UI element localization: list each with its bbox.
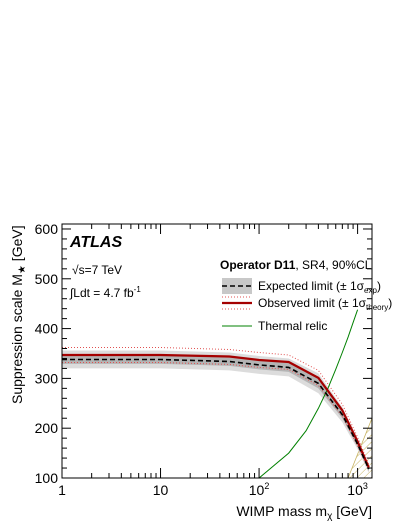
x-tick-label: 103 bbox=[347, 481, 368, 498]
atlas-label: ATLAS bbox=[69, 234, 122, 251]
operator-label: Operator D11, SR4, 90%CL bbox=[220, 258, 372, 272]
x-axis-title-sub: χ bbox=[327, 511, 333, 522]
x-tick-label-exponent: 2 bbox=[264, 481, 269, 491]
operator-name: Operator D11 bbox=[220, 258, 296, 272]
x-tick-label: 102 bbox=[249, 481, 270, 498]
x-axis-title: WIMP mass mχ [GeV] bbox=[236, 503, 372, 522]
legend-observed-label: Observed limit (± 1σtheory) bbox=[258, 296, 392, 312]
operator-details: , SR4, 90%CL bbox=[295, 258, 371, 272]
x-tick-label-exponent: 3 bbox=[363, 481, 368, 491]
legend-observed-sub: theory bbox=[366, 303, 388, 312]
legend: Expected limit (± 1σexp) Observed limit … bbox=[222, 278, 392, 333]
legend-observed-close: ) bbox=[388, 296, 392, 310]
y-tick-label: 600 bbox=[35, 221, 59, 237]
legend-expected-close: ) bbox=[377, 279, 381, 293]
legend-expected-text: Expected limit (± 1σ bbox=[258, 279, 365, 293]
expected-limit-line bbox=[62, 358, 370, 470]
y-tick-label: 400 bbox=[35, 321, 59, 337]
luminosity-main: ∫Ldt = 4.7 fb bbox=[69, 286, 134, 300]
y-axis-title-unit: [GeV] bbox=[9, 225, 25, 265]
legend-relic-label: Thermal relic bbox=[258, 319, 327, 333]
x-tick-label-base: 10 bbox=[153, 482, 169, 498]
energy-label: √s=7 TeV bbox=[72, 263, 122, 277]
luminosity-unit-exponent: -1 bbox=[134, 285, 142, 294]
thermal-relic-line bbox=[258, 309, 359, 478]
x-tick-label-base: 10 bbox=[347, 482, 363, 498]
legend-expected-band bbox=[222, 278, 252, 294]
x-axis-title-text: WIMP mass m bbox=[236, 503, 327, 519]
plot-area bbox=[62, 309, 372, 478]
y-tick-label: 300 bbox=[35, 370, 59, 386]
y-axis-title-sub: ★ bbox=[17, 265, 28, 274]
luminosity-label: ∫Ldt = 4.7 fb-1 bbox=[69, 285, 141, 300]
x-tick-label-base: 1 bbox=[58, 482, 66, 498]
x-tick-label: 1 bbox=[58, 482, 66, 498]
y-axis-title: Suppression scale M★ [GeV] bbox=[9, 225, 28, 404]
legend-expected-label: Expected limit (± 1σexp) bbox=[258, 279, 381, 295]
y-tick-label: 100 bbox=[35, 470, 59, 486]
x-tick-label: 10 bbox=[153, 482, 169, 498]
legend-observed-text: Observed limit (± 1σ bbox=[258, 296, 367, 310]
y-tick-label: 500 bbox=[35, 271, 59, 287]
legend-expected-sub: exp bbox=[364, 286, 377, 295]
y-tick-label: 200 bbox=[35, 420, 59, 436]
x-tick-label-base: 10 bbox=[249, 482, 265, 498]
x-axis-title-unit: [GeV] bbox=[332, 503, 372, 519]
plot-frame bbox=[61, 223, 373, 479]
y-axis-title-text: Suppression scale M bbox=[9, 274, 25, 404]
observed-limit-line bbox=[62, 353, 370, 468]
